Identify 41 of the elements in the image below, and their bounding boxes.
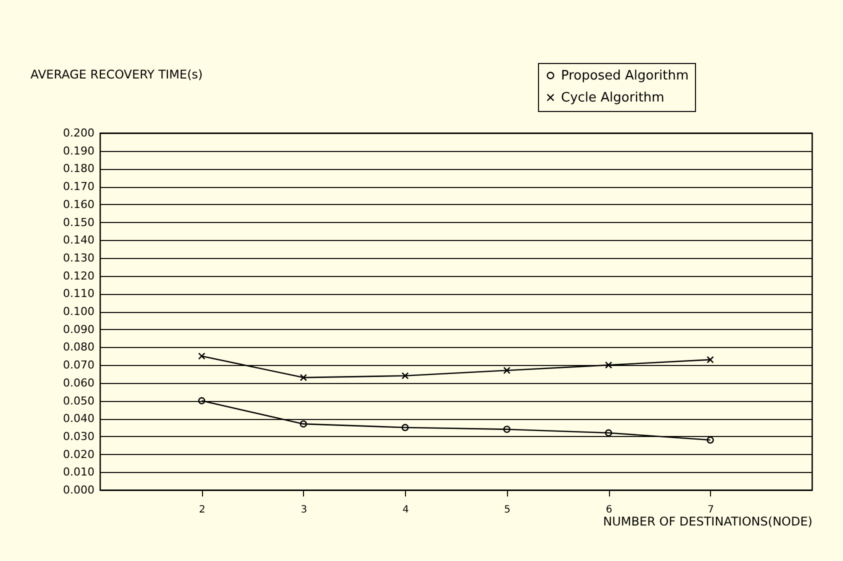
point [503,366,510,374]
point [198,352,206,360]
y-tick-label: 0.100 [63,305,94,318]
point [706,356,714,364]
y-tick-label: 0.180 [63,162,94,176]
y-tick-label: 0.190 [63,144,94,158]
point [402,372,409,380]
point [402,424,409,432]
x-tick-label: 4 [402,504,409,516]
x-axis-title: NUMBER OF DESTINATIONS(NODE) [603,514,812,528]
y-tick-label: 0.050 [63,394,94,408]
y-tick-label: 0.000 [63,484,94,496]
point [604,361,612,369]
point [300,374,308,382]
y-tick-label: 0.170 [63,180,94,194]
x-tick-label: 3 [300,504,308,516]
y-tick-label: 0.130 [63,251,94,264]
y-axis-title: AVERAGE RECOVERY TIME(s) [30,68,203,82]
y-tick-label: 0.110 [63,287,94,300]
y-tick-label: 0.090 [63,322,94,336]
y-tick-label: 0.030 [63,430,94,443]
y-tick-label: 0.080 [63,340,94,354]
x-tick-label: 5 [504,504,511,516]
y-tick-label: 0.160 [63,198,94,211]
y-tick-label: 0.200 [63,126,94,140]
point [300,420,308,428]
x-tick-label: 6 [606,504,612,516]
y-tick-label: 0.120 [63,269,94,282]
y-tick-label: 0.020 [63,448,94,461]
x-tick-label: 7 [708,504,714,516]
y-tick-label: 0.060 [63,376,94,390]
legend-label: Proposed Algorithm [561,68,689,84]
y-tick-label: 0.010 [63,466,94,479]
y-tick-label: 0.070 [63,358,94,372]
y-tick-label: 0.140 [63,234,94,247]
x-tick-label: 2 [199,504,206,516]
point [503,426,510,433]
y-tick-label: 0.150 [63,216,94,229]
y-tick-label: 0.040 [63,412,94,426]
point [604,429,612,436]
legend-label: Cycle Algorithm [561,90,664,106]
